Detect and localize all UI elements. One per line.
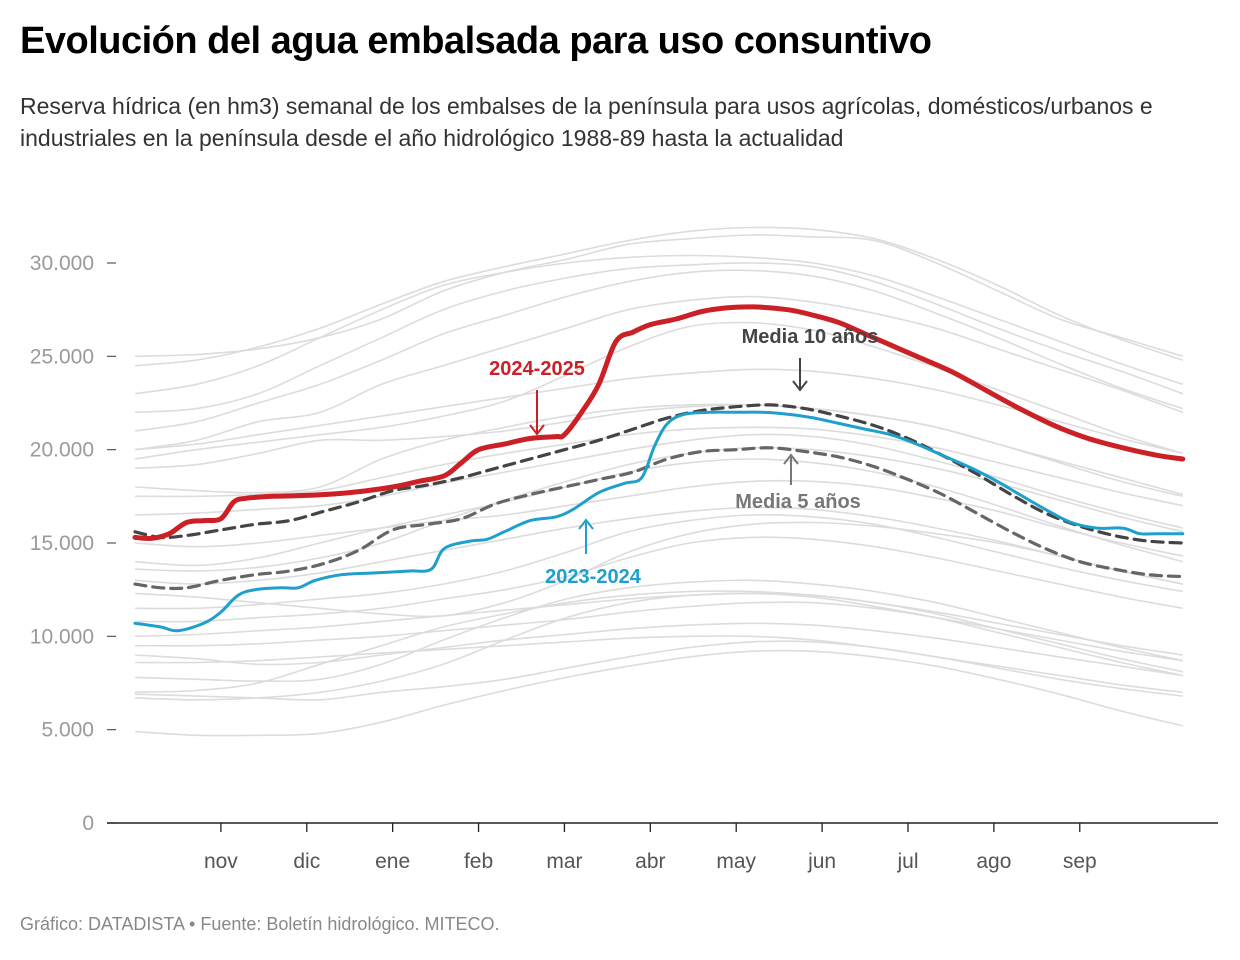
chart-subtitle: Reserva hídrica (en hm3) semanal de los … (20, 93, 1153, 151)
background-series-line (134, 226, 1184, 367)
x-tick-label: may (716, 850, 756, 873)
annotation-media-10: Media 10 años (742, 326, 879, 348)
chart-title: Evolución del agua embalsada para uso co… (20, 20, 932, 62)
x-axis: nov dic ene feb mar abr may jun jul ago sep (107, 822, 1218, 873)
highlight-series-group (132, 304, 1186, 633)
background-series-line (134, 269, 1184, 432)
series-line-media-10-a-os (133, 403, 1185, 545)
line-chart: 0 5.000 10.000 15.000 20.000 25.000 30.000 nov… (30, 226, 1218, 873)
background-series-line (134, 368, 1183, 455)
background-series-line (134, 521, 1183, 618)
background-series-line (134, 433, 1183, 529)
annotation-2024-2025: 2024-2025 (489, 358, 585, 380)
annotation-2023-2024: 2023-2024 (545, 566, 642, 588)
background-series-line (134, 640, 1183, 701)
background-series-line (134, 458, 1184, 567)
y-tick-label: 20.000 (30, 439, 94, 462)
y-tick-label: 5.000 (41, 719, 94, 742)
background-series-line (134, 295, 1184, 451)
y-tick-label: 30.000 (30, 252, 94, 275)
background-series-line (134, 514, 1183, 610)
background-series-group (134, 226, 1184, 737)
y-tick-label: 10.000 (30, 625, 94, 648)
background-series-line (134, 622, 1183, 677)
background-series-line (134, 649, 1183, 737)
annotation-media-5-arrowhead (783, 453, 799, 465)
background-series-line (134, 479, 1183, 557)
annotation-2024-2025-arrowhead (529, 424, 545, 436)
background-series-line (134, 536, 1183, 623)
background-series-line (134, 254, 1184, 395)
x-tick-label: abr (635, 850, 665, 873)
annotation-media-10-arrowhead (792, 380, 808, 392)
y-tick-label: 0 (82, 812, 94, 835)
background-series-line (134, 592, 1183, 656)
background-series-line (134, 635, 1183, 694)
background-series-line (134, 404, 1184, 496)
background-series-line (134, 321, 1184, 460)
source-note: Gráfico: DATADISTA • Fuente: Boletín hid… (20, 914, 500, 934)
y-tick-label: 25.000 (30, 345, 94, 368)
annotation-2023-2024-arrowhead (578, 518, 594, 530)
x-tick-label: ago (976, 850, 1011, 873)
x-tick-label: sep (1063, 850, 1097, 873)
x-tick-label: nov (204, 850, 238, 873)
background-series-line (134, 403, 1183, 498)
x-tick-label: dic (293, 850, 320, 873)
y-tick-label: 15.000 (30, 532, 94, 555)
x-tick-label: jul (896, 850, 918, 873)
series-line-2023-2024 (133, 410, 1185, 633)
series-line-media-5-a-os (133, 446, 1185, 591)
y-axis: 0 5.000 10.000 15.000 20.000 25.000 30.000 (30, 252, 116, 835)
x-tick-label: ene (375, 850, 410, 873)
annotation-media-5: Media 5 años (735, 491, 861, 513)
background-series-line (134, 579, 1183, 683)
background-series-line (134, 590, 1183, 694)
series-line-2024-2025 (132, 304, 1186, 541)
background-series-line (134, 426, 1183, 507)
x-tick-label: feb (464, 850, 493, 873)
annotations: 2024-2025 2023-2024 Media 10 años Media … (489, 326, 878, 588)
background-series-line (134, 262, 1184, 414)
background-series-line (134, 592, 1183, 701)
background-series-line (134, 506, 1183, 585)
x-tick-label: mar (546, 850, 582, 873)
x-tick-label: jun (807, 850, 836, 873)
